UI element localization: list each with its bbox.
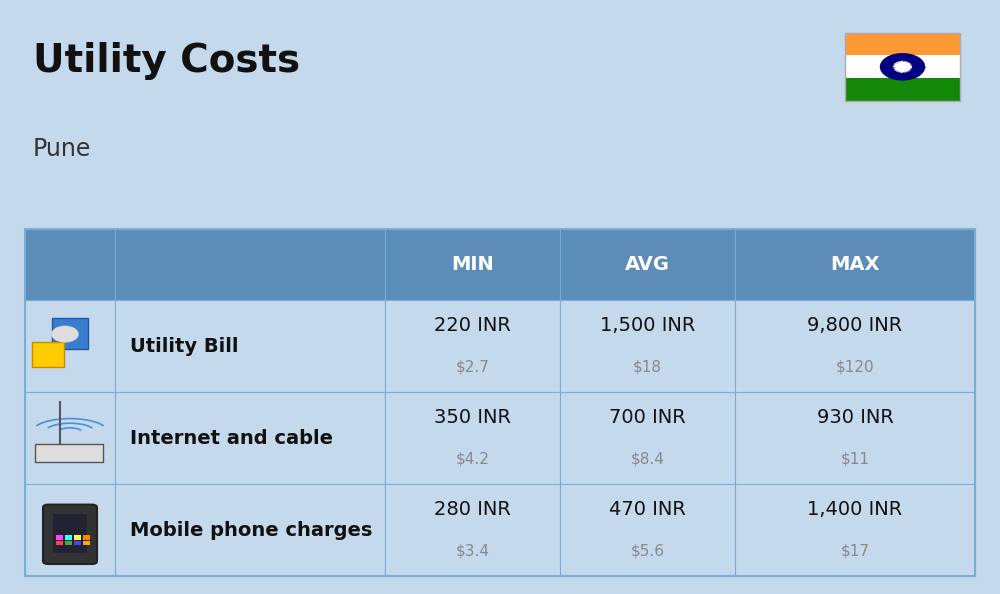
Bar: [115, 484, 385, 576]
Text: $3.4: $3.4: [456, 544, 490, 558]
Bar: [560, 300, 735, 392]
Text: MIN: MIN: [451, 255, 494, 274]
Circle shape: [894, 62, 912, 72]
Bar: [25, 392, 115, 484]
Bar: [560, 229, 735, 300]
Bar: [83, 536, 90, 539]
Bar: [32, 342, 64, 367]
FancyBboxPatch shape: [43, 505, 97, 564]
Bar: [845, 55, 960, 78]
Bar: [25, 229, 975, 300]
Text: 1,400 INR: 1,400 INR: [807, 500, 903, 519]
Text: $11: $11: [840, 451, 870, 466]
Bar: [25, 229, 975, 576]
Text: 9,800 INR: 9,800 INR: [807, 316, 903, 334]
Bar: [56, 536, 63, 539]
Bar: [56, 541, 63, 545]
Bar: [65, 536, 72, 539]
Bar: [735, 300, 975, 392]
Bar: [385, 300, 560, 392]
Bar: [35, 444, 103, 462]
Text: Pune: Pune: [33, 137, 91, 160]
Text: 930 INR: 930 INR: [817, 408, 893, 426]
Bar: [115, 300, 385, 392]
Circle shape: [52, 327, 78, 342]
Bar: [385, 229, 560, 300]
Bar: [385, 392, 560, 484]
Text: 1,500 INR: 1,500 INR: [600, 316, 695, 334]
Bar: [74, 536, 81, 539]
Text: AVG: AVG: [625, 255, 670, 274]
Bar: [115, 229, 385, 300]
Text: Utility Bill: Utility Bill: [130, 337, 239, 355]
Text: Mobile phone charges: Mobile phone charges: [130, 521, 372, 539]
Bar: [735, 484, 975, 576]
Text: $120: $120: [836, 359, 874, 374]
Text: 700 INR: 700 INR: [609, 408, 686, 426]
Text: $4.2: $4.2: [456, 451, 489, 466]
Bar: [735, 229, 975, 300]
Bar: [385, 484, 560, 576]
Bar: [65, 541, 72, 545]
Bar: [25, 484, 115, 576]
Bar: [560, 392, 735, 484]
Circle shape: [881, 54, 924, 80]
Bar: [52, 318, 88, 349]
Bar: [845, 33, 960, 55]
Text: MAX: MAX: [830, 255, 880, 274]
Text: $5.6: $5.6: [631, 544, 664, 558]
Bar: [25, 229, 115, 300]
Bar: [560, 484, 735, 576]
Bar: [25, 300, 115, 392]
Bar: [83, 541, 90, 545]
Bar: [53, 514, 87, 552]
Text: $8.4: $8.4: [631, 451, 664, 466]
Text: $17: $17: [840, 544, 870, 558]
Bar: [845, 78, 960, 101]
Text: 280 INR: 280 INR: [434, 500, 511, 519]
Bar: [735, 392, 975, 484]
Bar: [845, 33, 960, 101]
Text: $2.7: $2.7: [456, 359, 489, 374]
Bar: [115, 392, 385, 484]
Text: 220 INR: 220 INR: [434, 316, 511, 334]
Text: Utility Costs: Utility Costs: [33, 42, 300, 80]
Text: Internet and cable: Internet and cable: [130, 429, 333, 447]
Text: $18: $18: [633, 359, 662, 374]
Text: 350 INR: 350 INR: [434, 408, 511, 426]
Bar: [74, 541, 81, 545]
Text: 470 INR: 470 INR: [609, 500, 686, 519]
